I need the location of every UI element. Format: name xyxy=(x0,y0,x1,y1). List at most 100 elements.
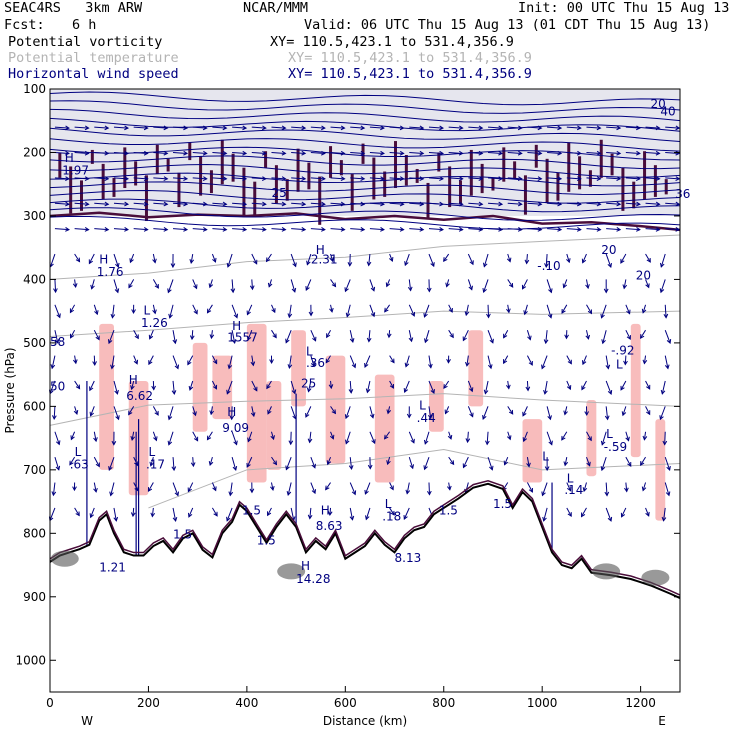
wind-arrowhead xyxy=(326,460,332,466)
pv-extremum-label: 20 xyxy=(650,97,665,111)
wind-arrowhead xyxy=(114,389,119,395)
wind-arrowhead xyxy=(627,462,632,467)
wind-arrowhead xyxy=(419,125,425,131)
wind-arrowhead xyxy=(465,361,470,367)
wind-arrow xyxy=(582,253,587,263)
wind-arrowhead xyxy=(285,338,290,344)
pv-extremum-label: H xyxy=(227,405,236,419)
wind-arrowhead xyxy=(269,359,274,365)
wind-arrowhead xyxy=(478,176,484,181)
wind-arrowhead xyxy=(605,364,611,370)
wind-arrowhead xyxy=(348,465,354,471)
wind-arrow xyxy=(527,177,542,180)
wind-arrow xyxy=(70,431,76,440)
wind-arrow xyxy=(133,202,148,205)
wind-streamline xyxy=(49,215,681,230)
wind-arrowhead xyxy=(301,201,307,207)
wind-arrow xyxy=(507,126,522,129)
wind-arrow xyxy=(133,126,148,129)
y-tick-label: 300 xyxy=(23,209,46,223)
wind-arrowhead xyxy=(506,435,512,441)
wind-arrow xyxy=(267,406,272,414)
wind-arrow xyxy=(271,202,286,205)
wind-arrowhead xyxy=(93,487,98,493)
wind-arrow xyxy=(74,355,77,364)
wind-arrowhead xyxy=(340,227,346,232)
wind-arrowhead xyxy=(367,464,373,470)
wind-arrowhead xyxy=(307,514,313,520)
wind-arrowhead xyxy=(522,437,528,443)
wind-arrow xyxy=(172,380,175,395)
model-label: SEAC4RS 3km ARW xyxy=(4,0,143,16)
wind-arrowhead xyxy=(469,260,474,266)
wind-arrow xyxy=(172,482,179,496)
theta-contour xyxy=(49,234,681,280)
wind-arrowhead xyxy=(189,259,195,264)
wind-arrowhead xyxy=(636,125,641,131)
wind-arrowhead xyxy=(84,201,90,207)
wind-arrow xyxy=(346,304,351,317)
wind-arrow xyxy=(467,380,473,392)
wind-arrowhead xyxy=(498,227,504,232)
wind-arrowhead xyxy=(212,486,217,492)
wind-arrow xyxy=(563,279,568,288)
wind-arrowhead xyxy=(366,337,372,343)
wind-arrowhead xyxy=(124,125,130,131)
wind-arrowhead xyxy=(344,414,350,420)
wind-arrow xyxy=(409,228,424,231)
x-tick-label: 400 xyxy=(235,696,258,710)
wind-arrow xyxy=(232,228,247,231)
wind-arrow xyxy=(468,126,483,129)
wind-arrowhead xyxy=(360,150,366,156)
wind-arrow xyxy=(113,406,120,420)
wind-arrowhead xyxy=(171,390,177,396)
wind-arrowhead xyxy=(261,125,267,131)
wind-arrow xyxy=(443,253,450,262)
wind-streamline xyxy=(49,207,681,221)
wind-arrowhead xyxy=(115,415,120,421)
wind-arrowhead xyxy=(626,335,631,341)
wind-arrow xyxy=(601,456,607,471)
y-tick-label: 500 xyxy=(23,336,46,350)
wind-arrow xyxy=(330,380,332,389)
wind-arrowhead xyxy=(423,465,428,471)
wind-arrowhead xyxy=(659,262,665,268)
wind-arrow xyxy=(93,482,97,493)
y-tick-label: 200 xyxy=(23,145,46,159)
wind-arrowhead xyxy=(321,201,326,207)
wind-arrow xyxy=(187,482,194,492)
wind-arrow xyxy=(191,330,194,340)
wind-arrow xyxy=(428,177,444,180)
wind-arrowhead xyxy=(563,410,568,416)
wind-arrowhead xyxy=(581,258,587,264)
wind-arrowhead xyxy=(110,364,115,370)
wind-arrowhead xyxy=(661,516,667,522)
wind-arrowhead xyxy=(587,436,592,442)
wind-arrowhead xyxy=(508,409,514,415)
pv-fill-region xyxy=(374,374,395,483)
wind-arrow xyxy=(368,330,371,342)
wind-arrowhead xyxy=(72,359,78,365)
wind-arrow xyxy=(606,126,621,129)
wind-arrowhead xyxy=(544,466,550,472)
wind-arrowhead xyxy=(242,150,248,156)
wind-arrowhead xyxy=(675,227,681,232)
wind-arrow xyxy=(345,406,351,419)
wind-arrow xyxy=(212,228,227,231)
wind-arrow xyxy=(251,355,254,366)
wind-arrow xyxy=(487,456,493,470)
wind-arrowhead xyxy=(587,309,593,315)
wind-arrow xyxy=(251,228,266,231)
wind-arrowhead xyxy=(567,486,572,492)
pv-extremum-label: 9.09 xyxy=(222,421,249,435)
wind-arrow xyxy=(327,456,332,465)
wind-arrowhead xyxy=(321,176,326,181)
wind-arrowhead xyxy=(636,201,641,207)
wind-arrow xyxy=(547,228,562,231)
wind-arrowhead xyxy=(642,359,648,365)
wind-arrowhead xyxy=(506,257,512,263)
wind-arrow xyxy=(345,431,351,444)
wind-arrow xyxy=(660,253,666,268)
wind-arrowhead xyxy=(582,487,588,493)
wind-arrow xyxy=(586,304,592,314)
